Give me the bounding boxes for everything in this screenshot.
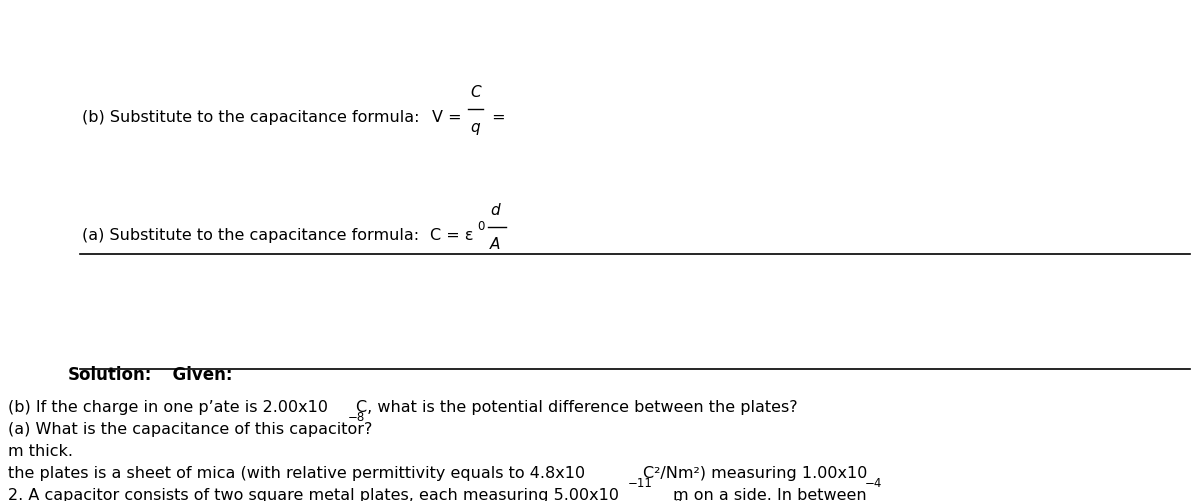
Text: m on a side. In between: m on a side. In between (673, 487, 866, 501)
Text: C²/Nm²) measuring 1.00x10: C²/Nm²) measuring 1.00x10 (643, 465, 868, 480)
Text: the plates is a sheet of mica (with relative permittivity equals to 4.8x10: the plates is a sheet of mica (with rela… (8, 465, 586, 480)
Text: d: d (490, 202, 499, 217)
Text: q: q (470, 120, 480, 135)
Text: A: A (490, 236, 500, 252)
Text: C, what is the potential difference between the plates?: C, what is the potential difference betw… (356, 399, 798, 414)
Text: −11: −11 (628, 476, 653, 489)
Text: (b) If the charge in one pʼate is 2.00x10: (b) If the charge in one pʼate is 2.00x1… (8, 399, 328, 414)
Text: −2: −2 (666, 497, 683, 501)
Text: C: C (470, 85, 481, 100)
Text: =: = (487, 110, 505, 125)
Text: C = ε: C = ε (430, 227, 474, 242)
Text: m thick.: m thick. (8, 443, 73, 458)
Text: V =: V = (432, 110, 462, 125)
Text: −4: −4 (865, 476, 882, 489)
Text: −8: −8 (348, 410, 365, 423)
Text: (a) Substitute to the capacitance formula:: (a) Substitute to the capacitance formul… (82, 227, 425, 242)
Text: Given:: Given: (161, 365, 233, 383)
Text: (a) What is the capacitance of this capacitor?: (a) What is the capacitance of this capa… (8, 421, 372, 436)
Text: 0: 0 (478, 219, 485, 232)
Text: Solution:: Solution: (68, 365, 152, 383)
Text: 2. A capacitor consists of two square metal plates, each measuring 5.00x10: 2. A capacitor consists of two square me… (8, 487, 619, 501)
Text: (b) Substitute to the capacitance formula:: (b) Substitute to the capacitance formul… (82, 110, 425, 125)
